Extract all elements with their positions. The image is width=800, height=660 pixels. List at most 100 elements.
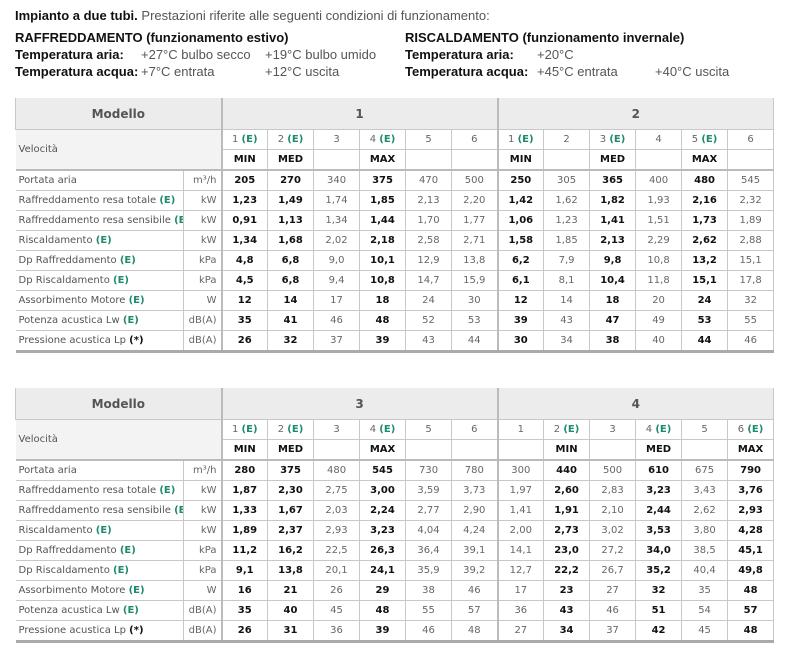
value-cell: 26 [221, 330, 269, 353]
value-cell: 23 [543, 580, 591, 601]
speed-number: 3 [313, 419, 361, 440]
value-cell: 2,88 [727, 230, 775, 251]
value-cell: 545 [727, 169, 775, 191]
value-cell: 4,24 [451, 520, 499, 541]
value-cell: 45,1 [727, 540, 775, 561]
row-label-text: Riscaldamento [18, 525, 93, 536]
energy-marker: (E) [747, 424, 764, 435]
value-cell: 480 [313, 459, 361, 481]
row-unit: kW [182, 190, 223, 211]
model-header-row: Modello 1 2 [14, 98, 775, 130]
value-cell: 7,9 [543, 250, 591, 271]
speed-tag [727, 149, 775, 171]
value-cell: 27 [589, 580, 637, 601]
value-cell: 41 [267, 310, 315, 331]
value-cell: 43 [543, 310, 591, 331]
value-cell: 57 [451, 600, 499, 621]
row-unit: dB(A) [182, 330, 223, 353]
value-cell: 14 [267, 290, 315, 311]
table-row: Assorbimento Motore (E) W 12 14 17 18 24 30 12 14… [15, 290, 775, 311]
speed-number: 6 [451, 129, 499, 150]
row-label: Portata aria [15, 459, 184, 481]
value-cell: 9,4 [313, 270, 361, 291]
value-cell: 44 [681, 330, 729, 353]
value-cell: 1,74 [313, 190, 361, 211]
performance-table-models-1-2: Modello 1 2 Velocità 1 (E) 2 (E) 3 4 (E) 5 6 1 (E)… [14, 98, 775, 353]
value-cell: 17 [496, 580, 545, 601]
value-cell: 250 [496, 169, 545, 191]
value-cell: 37 [589, 620, 637, 643]
speed-number: 4 (E) [635, 419, 683, 440]
model-name: 1 [220, 98, 499, 130]
value-cell: 2,37 [267, 520, 315, 541]
speed-number-row: Velocità 1 (E) 2 (E) 3 4 (E) 5 6 1 2 (E) 3 4 (E) 5 6… [15, 419, 775, 461]
value-cell: 480 [681, 169, 729, 191]
value-cell: 1,58 [496, 230, 545, 251]
speed-value: 4 [369, 424, 377, 435]
value-cell: 0,91 [221, 210, 269, 231]
heating-air-label: Temperatura aria: [405, 47, 514, 62]
value-cell: 51 [635, 600, 683, 621]
value-cell: 2,75 [313, 480, 361, 501]
table-row: Raffreddamento resa totale (E) kW 1,23 1,49… [15, 190, 775, 211]
value-cell: 53 [681, 310, 729, 331]
value-cell: 40 [267, 600, 315, 621]
value-cell: 39 [359, 620, 407, 643]
speed-value: 6 [471, 134, 478, 145]
value-cell: 610 [635, 459, 683, 481]
row-label-text: Pressione acustica Lp [18, 335, 126, 346]
value-cell: 21 [267, 580, 315, 601]
speed-number: 2 (E) [267, 129, 315, 150]
value-cell: 1,06 [496, 210, 545, 231]
value-cell: 39,2 [451, 560, 499, 581]
value-cell: 48 [451, 620, 499, 643]
value-cell: 1,42 [496, 190, 545, 211]
speed-number: 3 [589, 419, 637, 440]
energy-marker: (E) [241, 424, 258, 435]
value-cell: 2,93 [727, 500, 775, 521]
speed-tag [635, 149, 683, 171]
value-cell: 2,18 [359, 230, 407, 251]
row-label: Dp Riscaldamento (E) [15, 560, 184, 581]
row-label: Dp Raffreddamento (E) [15, 540, 184, 561]
value-cell: 10,1 [359, 250, 407, 271]
speed-number: 6 (E) [727, 419, 775, 440]
speed-value: 3 [333, 134, 340, 145]
row-unit: m³/h [182, 459, 223, 481]
heating-water-1: +45°C entrata [537, 64, 618, 79]
value-cell: 52 [405, 310, 453, 331]
value-cell: 43 [405, 330, 453, 353]
speed-tag: MED [635, 439, 683, 461]
value-cell: 11,8 [635, 270, 683, 291]
value-cell: 2,44 [635, 500, 683, 521]
speed-value: 1 [517, 424, 524, 435]
row-label-text: Raffreddamento resa totale [18, 195, 157, 206]
value-cell: 2,32 [727, 190, 775, 211]
table-row: Portata aria m³/h 280 375 480 545 730 780 300 440… [15, 459, 775, 481]
row-label-text: Assorbimento Motore [18, 585, 126, 596]
value-cell: 10,8 [359, 270, 407, 291]
table-row: Dp Raffreddamento (E) kPa 4,8 6,8 9,0 10,1 12,… [15, 250, 775, 271]
value-cell: 3,23 [635, 480, 683, 501]
value-cell: 6,8 [267, 250, 315, 271]
value-cell: 36 [313, 620, 361, 643]
value-cell: 18 [589, 290, 637, 311]
value-cell: 2,13 [589, 230, 637, 251]
cooling-conditions: RAFFREDDAMENTO (funzionamento estivo) Te… [15, 29, 400, 80]
value-cell: 22,2 [543, 560, 591, 581]
cooling-air-1: +27°C bulbo secco [141, 47, 251, 62]
value-cell: 34 [543, 620, 591, 643]
value-cell: 55 [727, 310, 775, 331]
cooling-air-label: Temperatura aria: [15, 47, 124, 62]
speed-tag-row: MIN MED MAX MIN MED MAX [16, 149, 775, 171]
energy-marker: (E) [122, 605, 139, 616]
speed-value: 6 [737, 424, 745, 435]
energy-marker: (E) [122, 315, 139, 326]
row-label-text: Riscaldamento [18, 235, 93, 246]
speed-tag [589, 439, 637, 461]
energy-marker: (E) [128, 295, 145, 306]
row-label-text: Portata aria [18, 175, 77, 186]
speed-tag [681, 439, 729, 461]
value-cell: 9,8 [589, 250, 637, 271]
value-cell: 1,73 [681, 210, 729, 231]
